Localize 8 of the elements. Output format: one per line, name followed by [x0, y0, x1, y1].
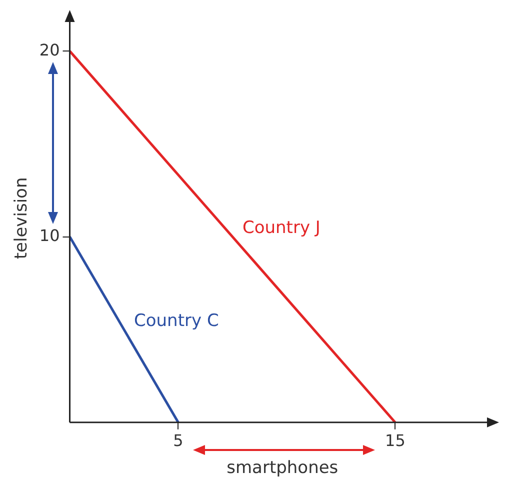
series-label: Country J [242, 218, 320, 238]
y-axis-title: television [12, 177, 32, 260]
x-tick-label: 5 [173, 431, 184, 450]
series-label: Country C [134, 311, 219, 332]
y-tick-label: 10 [39, 226, 60, 245]
x-axis-title: smartphones [226, 458, 338, 478]
y-tick-label: 20 [39, 40, 60, 60]
x-tick-label: 15 [385, 431, 406, 450]
